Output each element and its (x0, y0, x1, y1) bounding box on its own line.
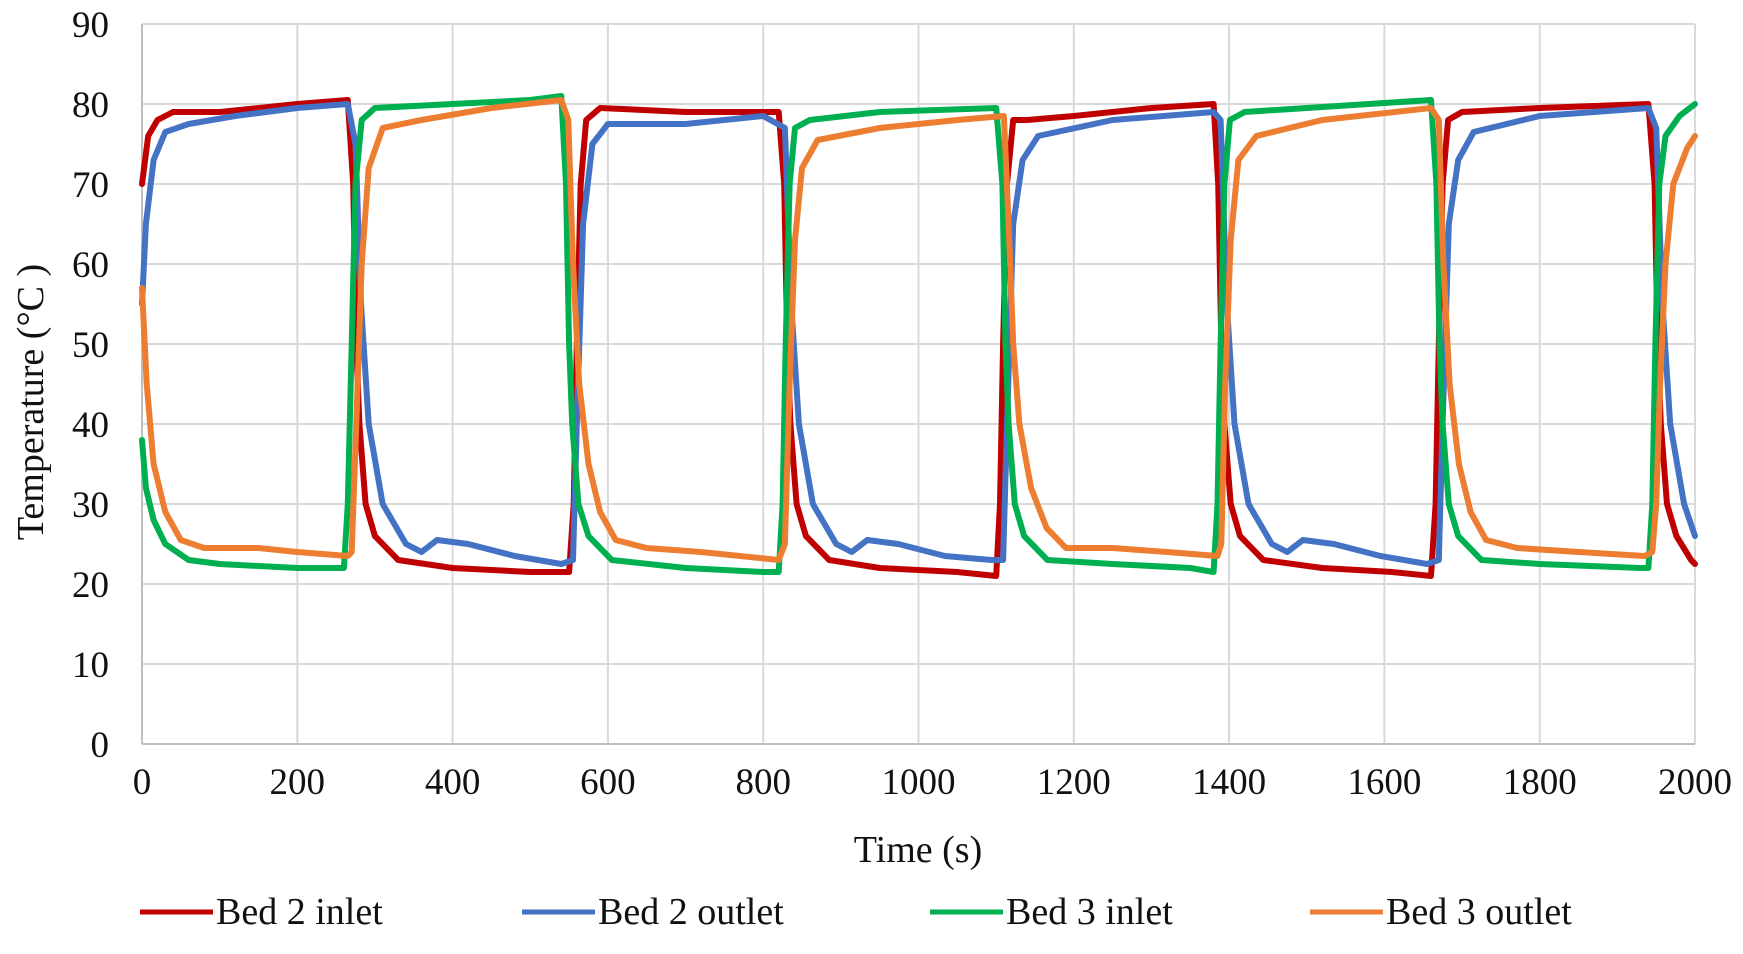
series-line-bed-3-outlet (139, 97, 1698, 563)
x-tick-label: 1600 (1347, 762, 1421, 803)
legend-label-bed-2-outlet: Bed 2 outlet (598, 891, 784, 933)
y-tick-label: 50 (72, 325, 109, 366)
y-tick-label: 20 (72, 565, 109, 606)
y-tick-label: 10 (72, 645, 109, 686)
x-tick-label: 400 (425, 762, 481, 803)
y-tick-label: 70 (72, 165, 109, 206)
y-tick-label: 90 (72, 5, 109, 46)
x-tick-label: 1800 (1503, 762, 1577, 803)
series-line-bed-3-inlet (139, 93, 1698, 575)
x-tick-label: 2000 (1658, 762, 1732, 803)
x-tick-label: 1400 (1192, 762, 1266, 803)
legend: Bed 2 inlet Bed 2 outlet Bed 3 inlet Bed 3 … (140, 891, 1572, 933)
x-tick-label: 0 (133, 762, 152, 803)
y-tick-label: 30 (72, 485, 109, 526)
x-tick-label: 1200 (1037, 762, 1111, 803)
series-line-bed-2-outlet (139, 101, 1698, 567)
x-tick-labels: 0 200 400 600 800 1000 1200 1400 1600 1800 2000 (133, 762, 1732, 803)
series-line-bed-2-inlet (139, 97, 1698, 579)
x-tick-label: 800 (735, 762, 791, 803)
legend-label-bed-2-inlet: Bed 2 inlet (216, 891, 383, 933)
x-tick-label: 1000 (882, 762, 956, 803)
legend-label-bed-3-outlet: Bed 3 outlet (1386, 891, 1572, 933)
y-tick-label: 60 (72, 245, 109, 286)
y-axis-title: Temperature (°C ) (10, 264, 52, 540)
x-tick-label: 200 (270, 762, 326, 803)
y-tick-labels: 0 10 20 30 40 50 60 70 80 90 (72, 5, 109, 766)
grid-lines (142, 23, 1696, 744)
y-tick-label: 0 (91, 725, 110, 766)
x-tick-label: 600 (580, 762, 636, 803)
x-axis-title: Time (s) (854, 829, 982, 871)
legend-label-bed-3-inlet: Bed 3 inlet (1006, 891, 1173, 933)
axes (141, 24, 1695, 745)
y-tick-label: 80 (72, 85, 109, 126)
series-lines (139, 93, 1698, 579)
y-tick-label: 40 (72, 405, 109, 446)
